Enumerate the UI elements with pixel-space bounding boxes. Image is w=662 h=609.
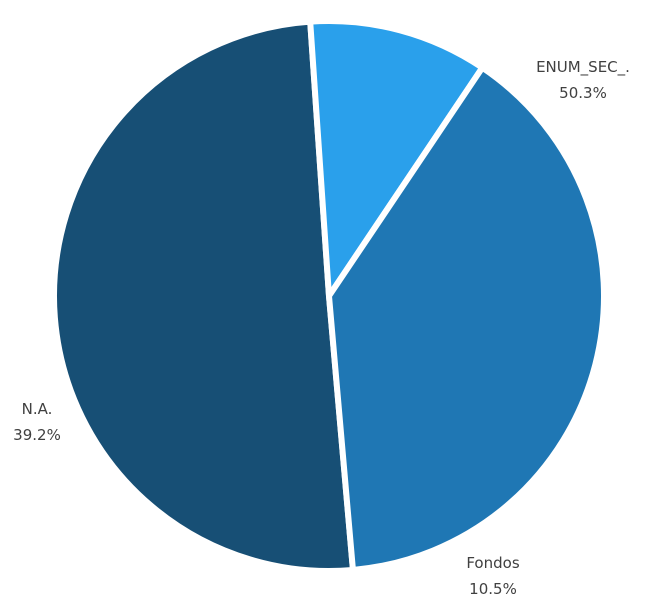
labels-layer: ENUM_SEC_. 50.3% Fondos 10.5% N.A. 39.2% <box>13 58 630 598</box>
pie-slice-enum-sec <box>51 18 356 574</box>
slice-category-label: Fondos <box>466 554 519 572</box>
slice-value-label: 10.5% <box>469 580 517 598</box>
pie-slice-fondos <box>307 18 486 299</box>
pie-slice-n-a <box>326 64 607 573</box>
slice-value-label: 50.3% <box>559 84 607 102</box>
slice-category-label: ENUM_SEC_. <box>536 58 630 77</box>
slices-layer <box>51 18 607 574</box>
slice-category-label: N.A. <box>22 400 53 418</box>
slice-value-label: 39.2% <box>13 426 61 444</box>
